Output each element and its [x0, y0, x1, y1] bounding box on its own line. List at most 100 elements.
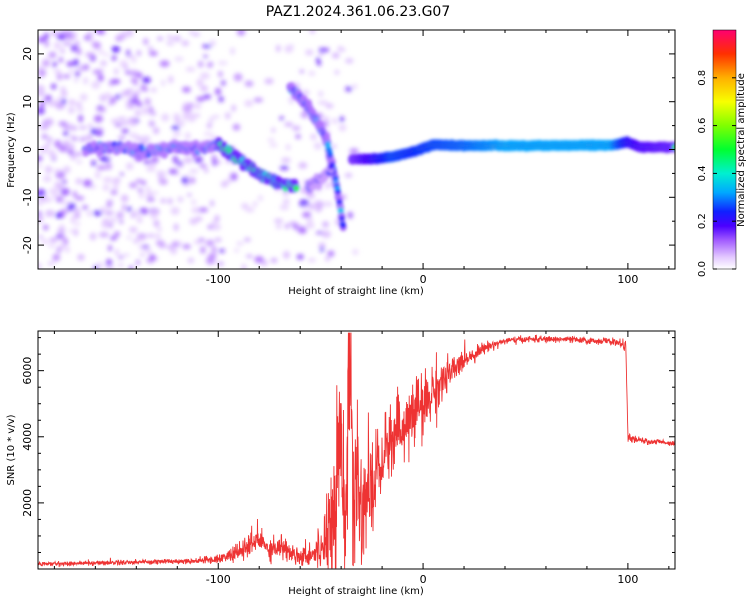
spectral-noise-point [281, 157, 291, 164]
spectral-noise-point [136, 72, 143, 79]
spectral-noise-point [129, 98, 140, 105]
spectral-noise-point [158, 242, 167, 249]
y-tick-label: 20 [21, 47, 34, 61]
spectral-noise-point [145, 190, 154, 198]
spectral-noise-point [38, 107, 45, 115]
spectral-noise-point [58, 57, 64, 63]
spectral-noise-point [66, 61, 74, 68]
spectral-noise-point [206, 122, 213, 129]
spectral-noise-point [38, 188, 46, 195]
spectral-noise-point [111, 178, 121, 184]
spectral-noise-point [91, 81, 101, 89]
spectral-noise-point [135, 136, 143, 141]
spectral-noise-point [148, 106, 154, 113]
ridge-point [332, 175, 339, 182]
spectral-noise-point [68, 106, 75, 114]
spectral-noise-point [140, 180, 147, 186]
spectral-noise-point [322, 115, 330, 124]
spectral-noise-point [141, 106, 150, 115]
spectral-noise-point [203, 94, 212, 100]
spectral-noise-point [289, 100, 294, 104]
spectral-noise-point [90, 128, 97, 135]
spectral-noise-point [60, 200, 66, 205]
spectral-noise-point [99, 206, 107, 213]
spectral-noise-point [214, 237, 222, 242]
spectral-noise-point [254, 256, 264, 263]
spectral-noise-point [331, 52, 340, 59]
spectral-noise-point [117, 136, 126, 140]
spectral-noise-point [185, 66, 196, 72]
spectral-noise-point [134, 109, 142, 117]
spectral-noise-point [55, 212, 63, 219]
spectral-noise-point [61, 98, 67, 105]
spectral-noise-point [68, 99, 76, 106]
spectral-noise-point [44, 39, 49, 48]
spectral-noise-point [305, 49, 314, 56]
spectral-noise-point [122, 253, 131, 257]
spectral-noise-point [308, 70, 316, 76]
spectral-noise-point [38, 36, 47, 43]
spectral-noise-point [120, 91, 125, 99]
spectral-noise-point [207, 253, 217, 259]
spectral-noise-point [302, 211, 312, 218]
spectral-noise-point [127, 117, 137, 123]
spectral-noise-point [58, 121, 68, 127]
spectral-noise-point [282, 199, 290, 204]
spectral-noise-point [315, 204, 323, 213]
spectral-noise-point [140, 252, 145, 257]
spectral-noise-point [89, 232, 97, 241]
spectral-noise-point [345, 58, 354, 64]
spectral-noise-point [39, 100, 45, 109]
spectral-noise-point [136, 50, 141, 56]
spectral-noise-point [267, 138, 275, 142]
spectral-noise-point [102, 184, 110, 191]
spectral-noise-point [75, 101, 83, 108]
spectral-noise-point [119, 220, 124, 224]
spectral-noise-point [318, 47, 327, 53]
spectral-noise-point [293, 224, 298, 230]
spectral-noise-point [193, 113, 201, 118]
spectral-noise-point [187, 114, 197, 123]
spectral-noise-point [76, 47, 82, 56]
spectral-noise-point [73, 58, 79, 67]
x-tick-label: 0 [420, 273, 427, 286]
spectral-noise-point [182, 105, 193, 113]
spectral-noise-point [257, 195, 263, 202]
spectral-noise-point [241, 263, 247, 269]
spectral-noise-point [114, 248, 120, 256]
spectral-noise-point [137, 188, 144, 193]
spectral-noise-point [334, 70, 340, 75]
spectral-noise-point [72, 207, 82, 214]
spectral-noise-point [149, 254, 156, 262]
spectral-noise-point [68, 143, 75, 151]
spectral-noise-point [120, 194, 129, 203]
spectral-noise-point [147, 233, 155, 238]
spectral-noise-point [44, 209, 55, 218]
ridge-halo-point [315, 182, 323, 191]
spectral-noise-point [74, 222, 81, 226]
spectral-noise-point [339, 116, 345, 123]
ridge-point [328, 163, 334, 170]
spectral-noise-point [158, 175, 164, 183]
spectral-noise-point [150, 87, 157, 93]
spectral-noise-point [306, 216, 313, 225]
spectral-noise-point [218, 96, 224, 103]
colorbar-tick-label: 0.8 [697, 70, 708, 86]
spectral-noise-point [96, 30, 106, 35]
spectral-noise-point [104, 53, 109, 57]
spectral-noise-point [38, 92, 46, 96]
spectral-noise-point [147, 46, 154, 51]
spectral-noise-point [252, 201, 258, 207]
spectral-noise-point [296, 254, 304, 260]
spectral-noise-point [96, 165, 107, 171]
spectral-noise-point [74, 196, 85, 201]
spectral-noise-point [166, 245, 173, 249]
spectral-noise-point [44, 197, 54, 203]
spectral-noise-point [279, 165, 289, 170]
spectral-noise-point [93, 210, 103, 216]
spectral-noise-point [111, 55, 117, 61]
spectral-noise-point [193, 239, 202, 245]
spectral-noise-point [203, 54, 208, 58]
spectral-noise-point [136, 217, 143, 223]
spectral-noise-point [174, 117, 180, 124]
